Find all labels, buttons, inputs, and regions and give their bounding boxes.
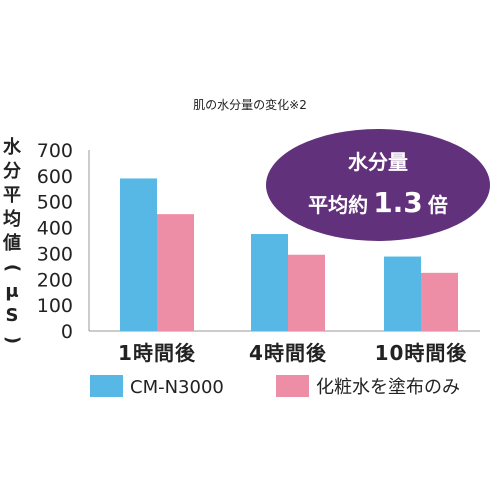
bar-lotion-only-3 (421, 272, 458, 331)
y-axis-label-char: 水 (3, 137, 21, 158)
legend: CM-N3000 化粧水を塗布のみ (90, 375, 460, 398)
annotation-line2: 平均約 1.3 倍 (308, 186, 448, 219)
bar-cm-n3000-1 (120, 178, 157, 331)
annotation-suffix: 倍 (428, 193, 448, 217)
chart-title: 肌の水分量の変化※2 (193, 98, 307, 112)
bar-cm-n3000-2 (251, 234, 288, 331)
bar-lotion-only-1 (157, 214, 194, 331)
y-tick-label: 0 (61, 321, 73, 343)
y-axis-label-char: 均 (3, 209, 21, 230)
y-tick-label: 300 (37, 243, 73, 265)
y-tick-label: 500 (37, 192, 73, 214)
legend-swatch (90, 375, 123, 397)
bars (120, 178, 458, 331)
y-axis-label-char: 平 (3, 185, 21, 206)
x-category-label: 4時間後 (249, 341, 327, 365)
y-tick-label: 100 (37, 295, 73, 317)
y-axis-label-char: 値 (3, 233, 21, 254)
y-tick-label: 200 (37, 269, 73, 291)
y-axis-label: 水分平均値(μ S) (0, 136, 24, 352)
x-category-label: 1時間後 (118, 341, 196, 365)
annotation-bubble: 水分量 平均約 1.3 倍 (266, 129, 490, 241)
y-ticks: 0 100 200 300 400 500 600 700 (37, 140, 73, 343)
annotation-line1: 水分量 (348, 150, 408, 174)
annotation-ellipse (266, 129, 490, 241)
bar-cm-n3000-3 (384, 256, 421, 331)
y-axis-label-char: 分 (3, 161, 21, 182)
annotation-prefix: 平均約 (308, 193, 368, 217)
bar-lotion-only-2 (288, 254, 325, 331)
y-tick-label: 700 (37, 140, 73, 162)
y-tick-label: 600 (37, 166, 73, 188)
legend-label: 化粧水を塗布のみ (316, 376, 460, 398)
y-axis-label-char: μ (5, 281, 19, 302)
y-axis-label-char: S (5, 305, 19, 326)
y-tick-label: 400 (37, 218, 73, 240)
legend-label: CM-N3000 (130, 377, 224, 398)
x-category-label: 10時間後 (375, 341, 468, 365)
annotation-value: 1.3 (373, 186, 423, 219)
x-categories: 1時間後 4時間後 10時間後 (118, 341, 468, 365)
legend-swatch (276, 375, 309, 397)
